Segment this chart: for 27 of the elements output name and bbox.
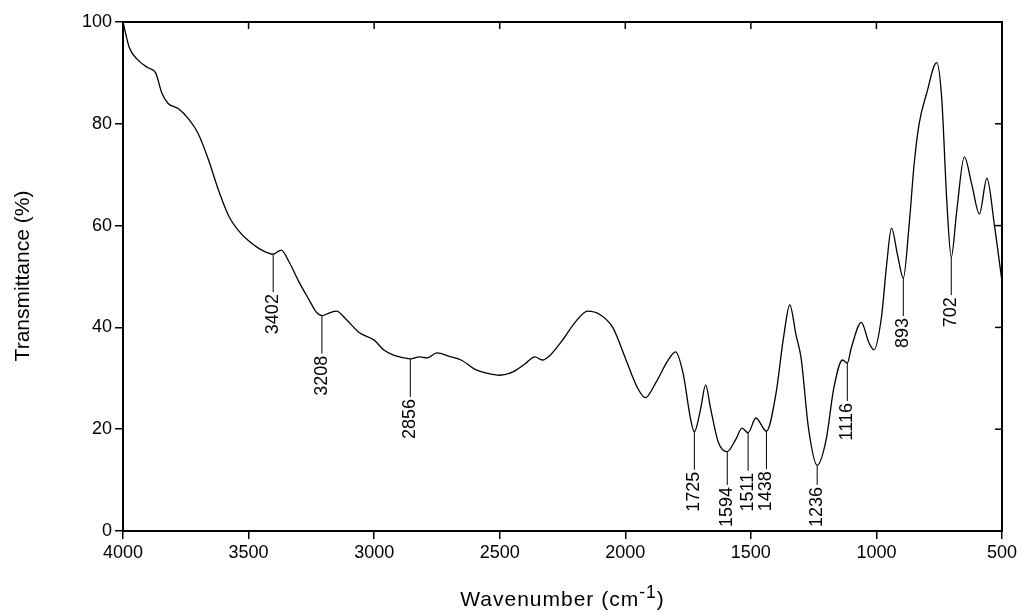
annotation: 702 (940, 297, 961, 328)
x-tick-label: 1000 (856, 541, 897, 562)
x-tick-label: 500 (986, 541, 1018, 562)
y-tick-label: 80 (91, 112, 112, 133)
annotation: 1511 (737, 472, 758, 512)
x-tick-label: 2500 (479, 541, 520, 562)
annotation: 3208 (310, 355, 331, 396)
y-tick-label: 60 (91, 214, 112, 235)
y-tick-label: 0 (101, 519, 112, 540)
x-tick-label: 3500 (228, 541, 269, 562)
annotation: 1725 (683, 471, 704, 512)
x-tick-label: 1500 (730, 541, 771, 562)
annotation: 893 (892, 318, 913, 349)
annotation: 1116 (836, 403, 857, 441)
annotation: 1594 (716, 486, 737, 527)
annotation: 1236 (806, 486, 827, 527)
y-tick-label: 20 (91, 418, 112, 439)
y-tick-label: 40 (91, 316, 112, 337)
x-tick-label: 4000 (102, 541, 144, 562)
annotation: 2856 (399, 398, 420, 439)
x-tick-label: 3000 (354, 541, 395, 562)
x-axis-title: Wavenumber (cm$^{-1}$) (459, 582, 666, 611)
y-axis-title: Transmittance (%) (10, 190, 34, 362)
annotation: 1438 (755, 471, 776, 512)
x-tick-label: 2000 (605, 541, 646, 562)
y-tick-label: 100 (81, 10, 112, 31)
annotation: 3402 (262, 294, 283, 335)
